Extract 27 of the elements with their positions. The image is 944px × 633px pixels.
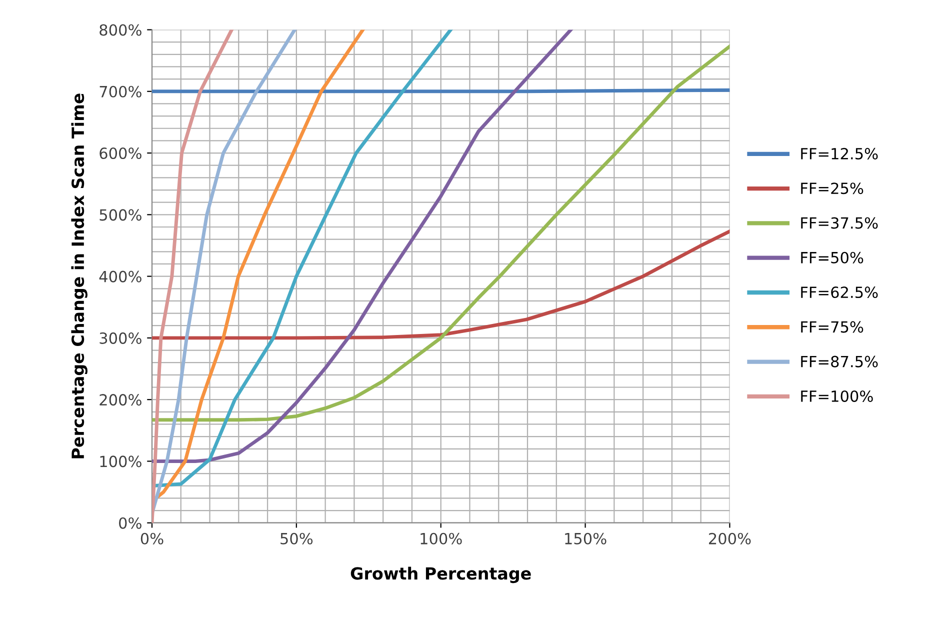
line-series xyxy=(152,30,573,463)
legend-label: FF=37.5% xyxy=(801,217,878,229)
line-series xyxy=(152,230,730,340)
y-tick-label: 200% xyxy=(100,394,142,406)
y-tick-label: 500% xyxy=(100,209,142,221)
legend-label: FF=75% xyxy=(801,321,864,333)
x-axis-title: Growth Percentage xyxy=(350,566,531,584)
x-tick-label: 200% xyxy=(708,532,751,544)
x-tick-label: 150% xyxy=(565,532,606,544)
legend-label: FF=87.5% xyxy=(801,356,878,368)
y-tick-label: 100% xyxy=(100,456,142,468)
y-tick-label: 300% xyxy=(100,332,142,344)
legend-label: FF=50% xyxy=(801,252,864,264)
y-tick-label: 800% xyxy=(100,24,142,36)
x-tick-label: 100% xyxy=(420,532,462,544)
x-tick-label: 50% xyxy=(280,532,313,544)
y-tick-label: 0% xyxy=(119,517,142,529)
line-series xyxy=(152,44,730,422)
legend-label: FF=25% xyxy=(801,182,864,194)
y-tick-label: 400% xyxy=(99,270,142,282)
legend-label: FF=62.5% xyxy=(801,286,878,298)
legend-label: FF=100% xyxy=(801,390,873,402)
x-tick-label: 0% xyxy=(140,532,164,544)
y-tick-label: 600% xyxy=(100,147,142,160)
y-axis-title: Percentage Change in Index Scan Time xyxy=(71,94,88,458)
legend-label: FF=12.5% xyxy=(801,148,878,160)
y-tick-label: 700% xyxy=(100,86,142,98)
